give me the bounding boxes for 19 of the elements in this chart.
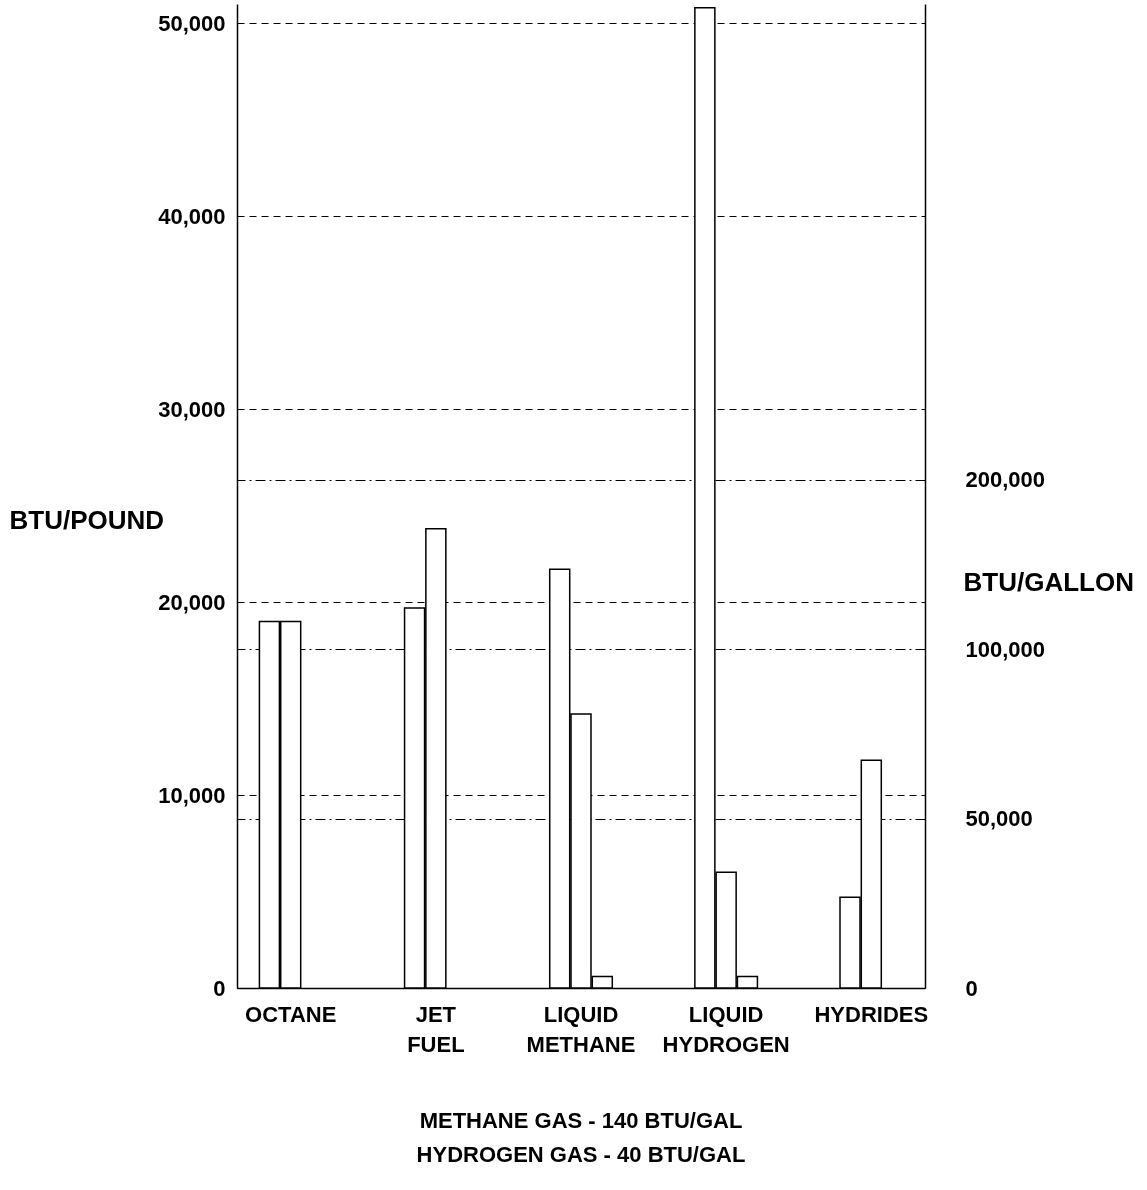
y-tick-label: 20,000 xyxy=(158,589,226,615)
y-tick-label: 10,000 xyxy=(158,782,226,808)
x-tick-label: JET FUEL xyxy=(407,1001,465,1057)
y-tick-label: 30,000 xyxy=(158,396,226,422)
y2-tick-label: 0 xyxy=(965,975,978,1001)
y2-tick-label: 50,000 xyxy=(965,806,1033,832)
y-tick-label: 50,000 xyxy=(158,10,226,36)
x-tick-label: LIQUID METHANE xyxy=(526,1001,636,1057)
y-tick-label: 0 xyxy=(213,975,226,1001)
text: METHANE GAS - 140 BTU/GAL xyxy=(419,1108,743,1133)
y2-axis-title: BTU/GALLON xyxy=(963,566,1134,597)
x-tick-label: OCTANE xyxy=(245,1001,337,1027)
y2-tick-label: 100,000 xyxy=(965,636,1046,662)
y-tick-label: 40,000 xyxy=(158,203,226,229)
text: HYDROGEN GAS - 40 BTU/GAL xyxy=(416,1142,746,1167)
x-tick-label: HYDRIDES xyxy=(814,1001,929,1027)
x-tick-label: LIQUID HYDROGEN xyxy=(662,1001,790,1057)
y2-tick-label: 200,000 xyxy=(965,467,1046,493)
y-axis-title: BTU/POUND xyxy=(9,504,165,535)
